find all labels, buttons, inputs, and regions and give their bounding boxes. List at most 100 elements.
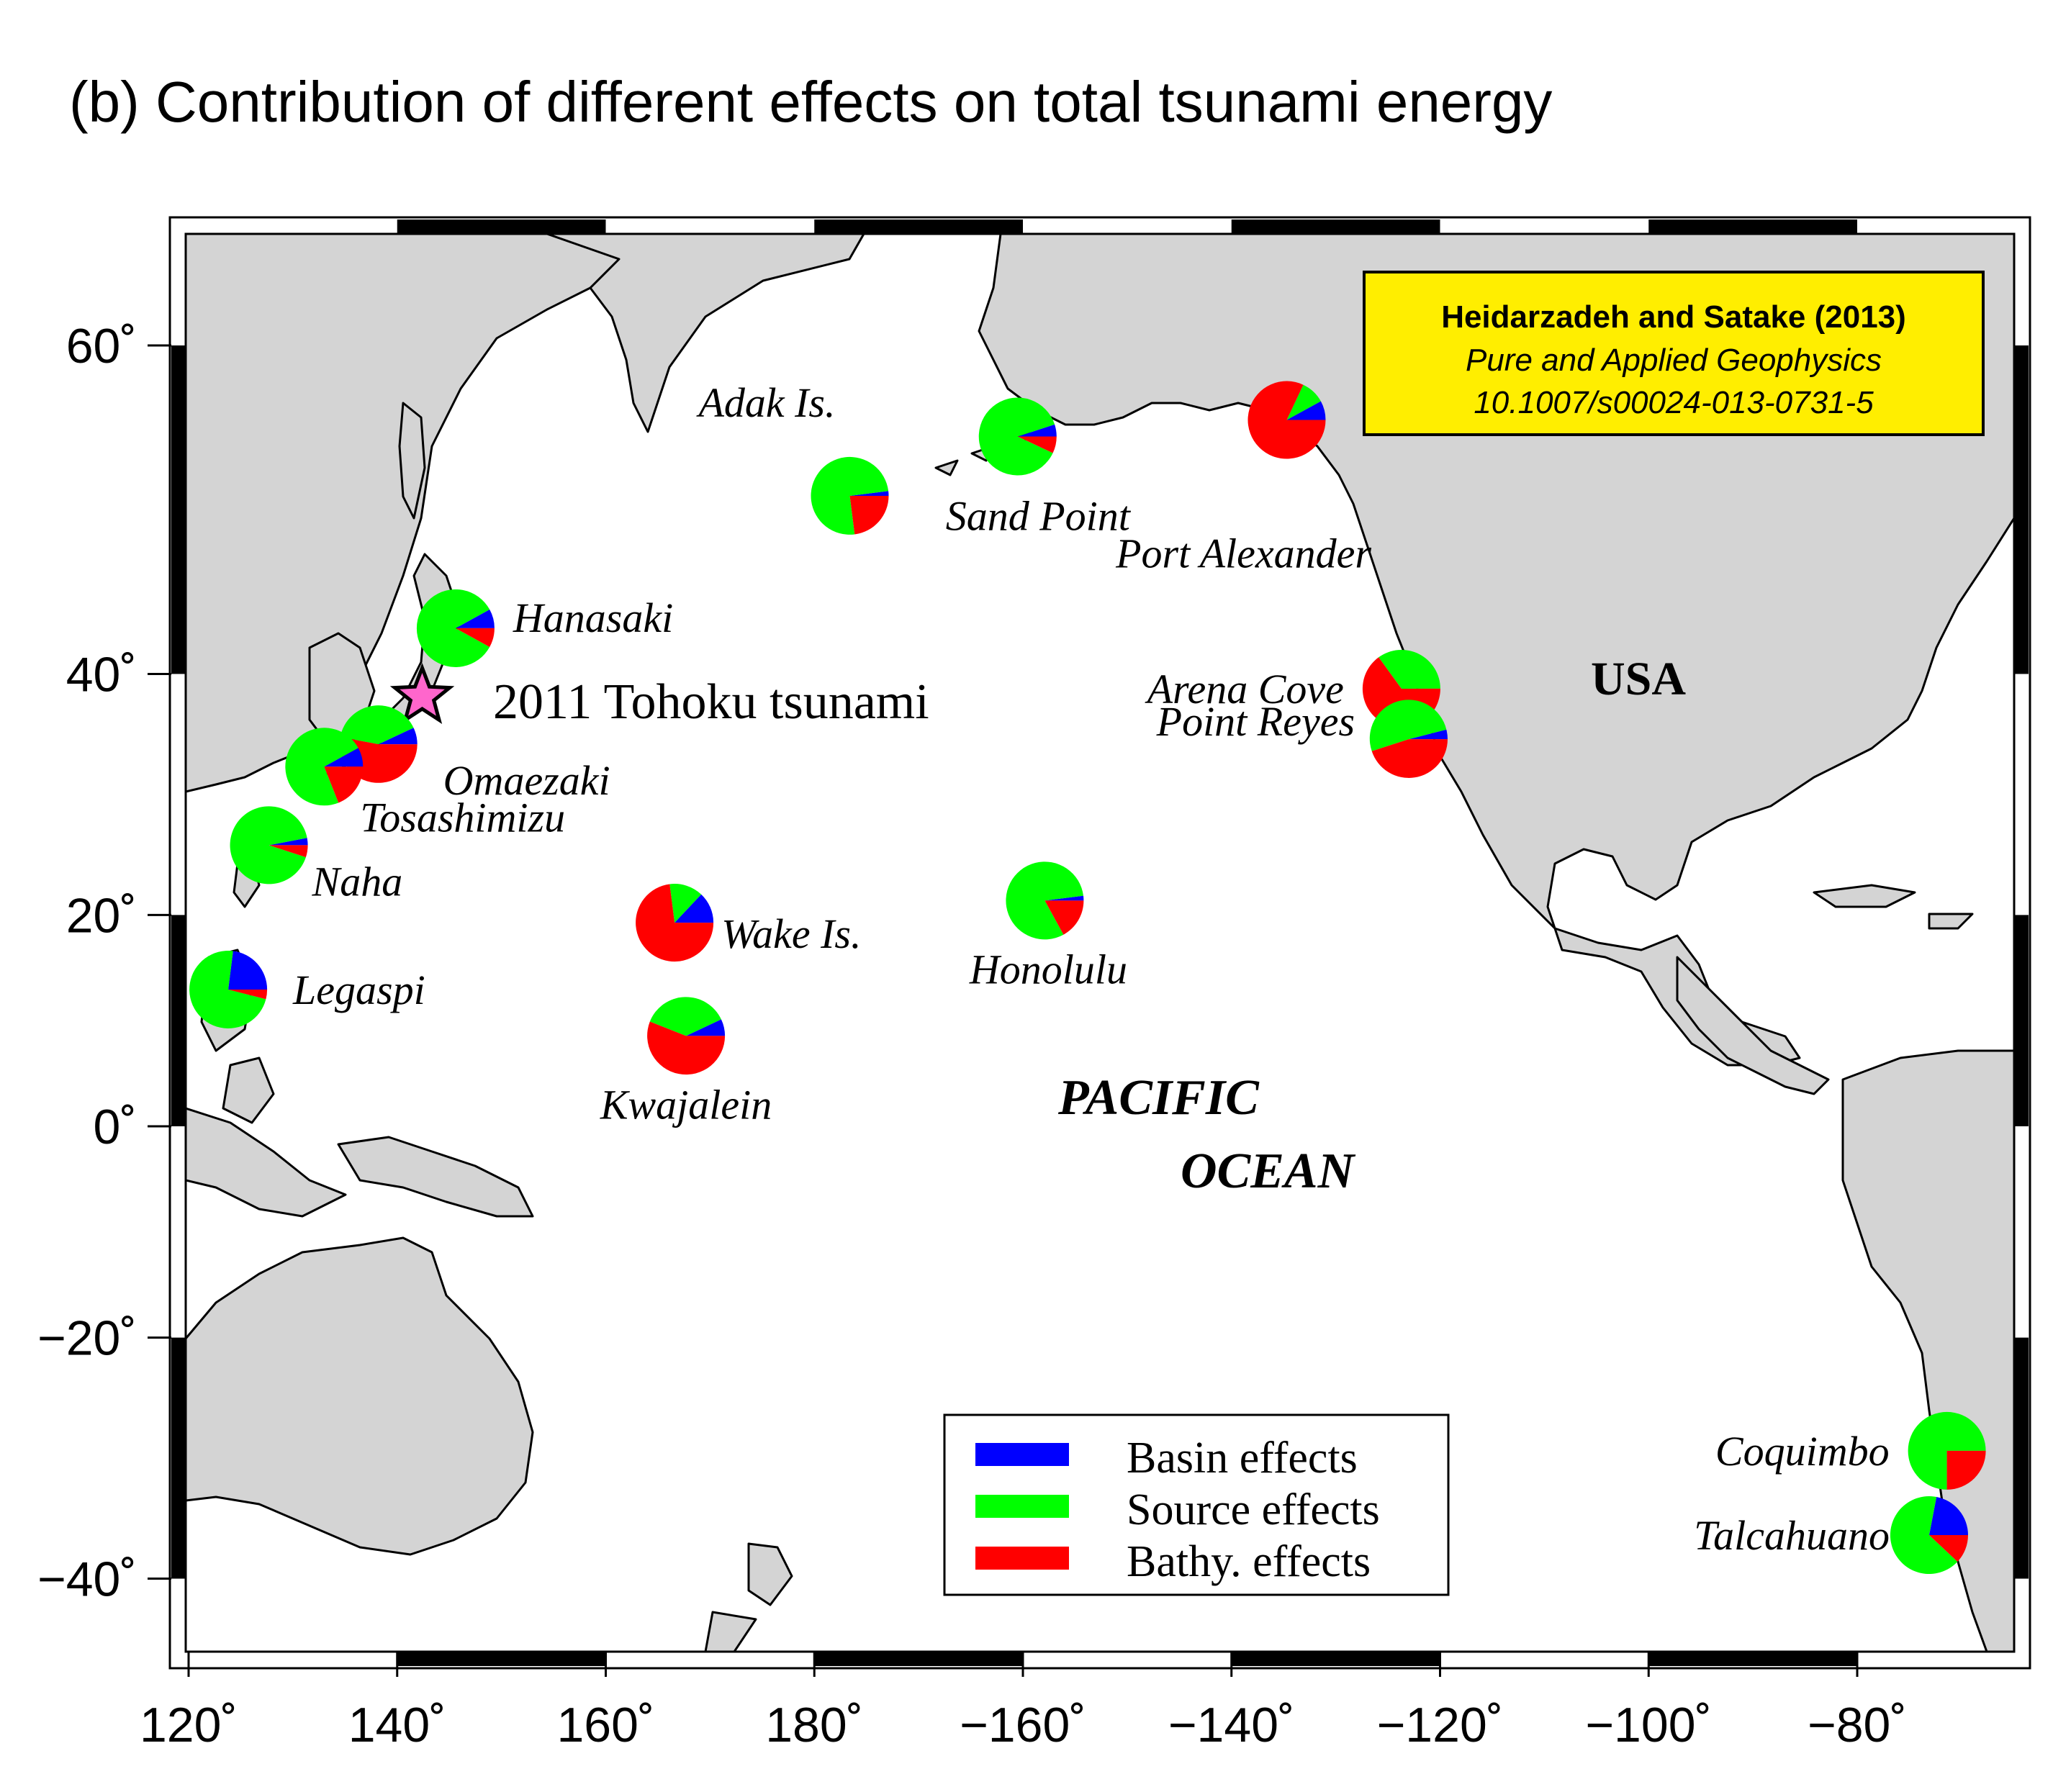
station-pie	[811, 456, 889, 535]
axis-tick-labels: 120˚ 140˚ 160˚ 180˚ −160˚ −140˚ −120˚ −100˚ −80˚…	[37, 319, 1907, 1752]
pie-slice-bathy	[636, 884, 714, 962]
station-pie	[1369, 700, 1448, 778]
frame-bar-bottom	[814, 1652, 1023, 1666]
kamchatka-landmass	[546, 234, 865, 433]
pie-slice-bathy	[1928, 1535, 1968, 1562]
pie-slice-source	[978, 397, 1055, 476]
pie-slice-basin	[324, 748, 364, 767]
frame-bar-left	[171, 1337, 186, 1579]
pie-slice-source	[1369, 700, 1447, 751]
legend-swatch-bathy	[975, 1547, 1069, 1570]
southeast-asia-landmass	[186, 1107, 347, 1218]
pie-slice-basin	[849, 491, 889, 496]
station-label: Naha	[312, 858, 403, 905]
station-label: Honolulu	[969, 946, 1127, 992]
pie-slice-source	[1890, 1496, 1958, 1575]
legend-swatch-source	[975, 1495, 1069, 1518]
pie-slice-source	[1379, 650, 1440, 689]
pie-slice-basin	[1044, 895, 1084, 901]
station-pie	[339, 705, 418, 783]
pie-slice-bathy	[1017, 436, 1057, 453]
station-label: Hanasaki	[513, 594, 673, 641]
station-pie	[230, 806, 308, 884]
x-tick-label: 120˚	[140, 1698, 238, 1752]
frame-bar-top	[397, 220, 606, 234]
pie-slice-bathy	[324, 766, 364, 803]
y-tick-label: −20˚	[37, 1311, 137, 1366]
frame-bar-top	[1231, 220, 1440, 234]
station-pie	[647, 997, 726, 1075]
station-label: Sand Point	[946, 493, 1132, 540]
station-label: Omaezaki	[443, 757, 610, 804]
pie-slice-bathy	[455, 628, 495, 647]
x-tick-label: −100˚	[1585, 1698, 1712, 1752]
station-label: Talcahuano	[1694, 1512, 1890, 1559]
legend-swatch-basin	[975, 1443, 1069, 1466]
landmasses	[186, 234, 2014, 1652]
citation-box: Heidarzadeh and Satake (2013) Pure and A…	[1363, 271, 1985, 436]
y-tick-label: 20˚	[66, 888, 137, 943]
frame-bar-right	[2014, 345, 2029, 674]
australia-landmass	[186, 1236, 534, 1556]
new-guinea-island	[337, 1136, 534, 1218]
pie-slice-source	[811, 456, 889, 535]
frame-bar-bottom	[397, 1652, 606, 1666]
pie-slice-basin	[378, 728, 418, 745]
station-label: Tosashimizu	[360, 794, 565, 841]
pie-slice-basin	[1409, 729, 1448, 740]
station-pie	[416, 589, 495, 667]
frame-bar-right	[2014, 1337, 2029, 1579]
pie-slice-bathy	[269, 845, 308, 858]
pie-slice-source	[285, 728, 358, 806]
x-tick-label: −140˚	[1168, 1698, 1295, 1752]
pie-slice-basin	[455, 609, 495, 628]
station-pie	[1006, 861, 1084, 940]
citation-journal: Pure and Applied Geophysics	[1466, 343, 1882, 378]
pie-slice-basin	[686, 1019, 726, 1036]
map-frame-outer	[168, 216, 2031, 1670]
x-tick-label: 160˚	[556, 1698, 654, 1752]
pacific-ocean-label-line2: OCEAN	[1181, 1144, 1356, 1199]
y-tick-label: −40˚	[37, 1552, 137, 1607]
x-tick-label: 140˚	[348, 1698, 446, 1752]
station-pie	[189, 950, 268, 1028]
pacific-ocean-label-line1: PACIFIC	[1057, 1070, 1260, 1126]
station-label: Coquimbo	[1715, 1428, 1890, 1475]
pie-slice-basin	[228, 951, 268, 990]
pie-slice-basin	[1017, 424, 1057, 437]
pie-slice-source	[649, 997, 721, 1036]
station-pie-charts	[189, 381, 1986, 1575]
new-zealand-islands	[704, 1542, 793, 1652]
pie-slice-source	[669, 884, 702, 923]
pie-slice-source	[1286, 384, 1321, 420]
pie-slice-source	[230, 806, 307, 884]
station-label: Wake Is.	[721, 910, 861, 957]
map-border-scale	[168, 216, 2031, 1670]
north-america-landmass	[978, 234, 2014, 1067]
x-tick-label: −120˚	[1377, 1698, 1504, 1752]
frame-bar-right	[2014, 915, 2029, 1126]
station-pie	[285, 728, 364, 806]
station-pie	[1890, 1496, 1968, 1575]
pie-slice-basin	[1928, 1497, 1968, 1536]
station-label: Point Reyes	[1156, 698, 1355, 745]
frame-bar-bottom	[1648, 1652, 1857, 1666]
station-pie	[978, 397, 1057, 476]
frame-bar-top	[1648, 220, 1857, 234]
y-tick-label: 0˚	[94, 1100, 137, 1154]
frame-bar-bottom	[1231, 1652, 1440, 1666]
frame-bar-left	[171, 345, 186, 674]
pie-slice-source	[189, 950, 266, 1028]
pie-slice-source	[340, 705, 414, 745]
frame-bar-left	[171, 915, 186, 1126]
central-america-landmass	[1676, 956, 1830, 1095]
legend-basin-label: Basin effects	[1127, 1434, 1358, 1483]
y-tick-label: 40˚	[66, 647, 137, 702]
legend-source-label: Source effects	[1127, 1485, 1380, 1534]
pie-slice-bathy	[1946, 1450, 1986, 1490]
citation-authors: Heidarzadeh and Satake (2013)	[1441, 299, 1906, 335]
legend-bathy-label: Bathy. effects	[1127, 1537, 1371, 1586]
